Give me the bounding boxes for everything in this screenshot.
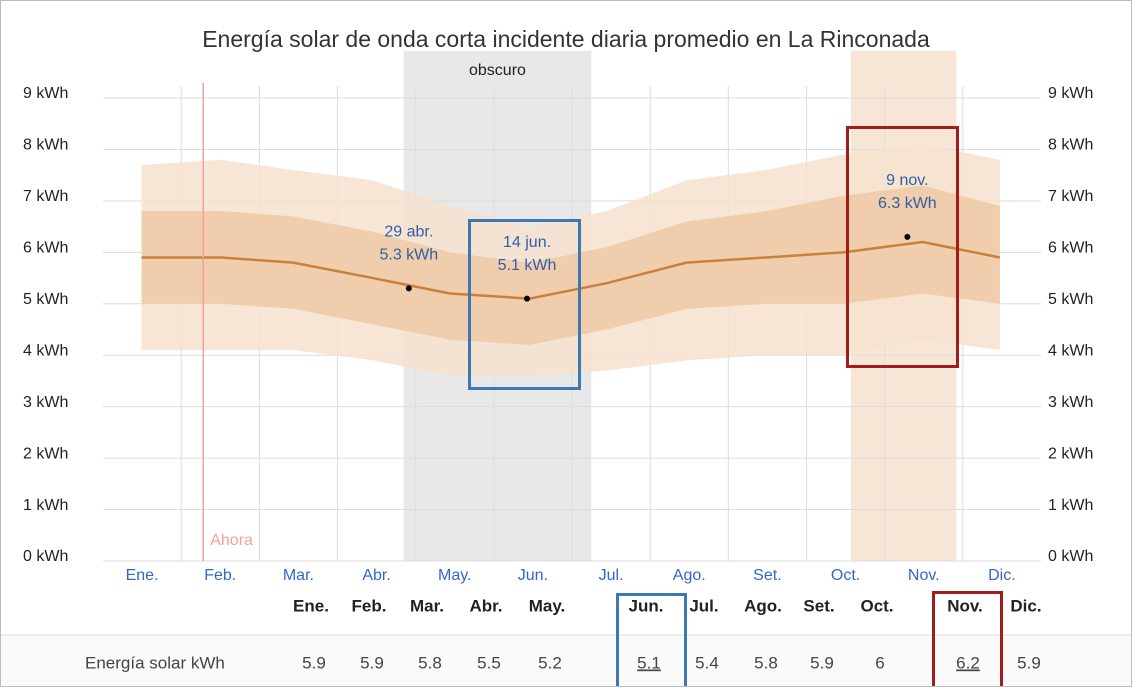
table-row-bg [1, 636, 1131, 686]
y-tick-label: 7 kWh [23, 188, 68, 205]
now-label: Ahora [210, 532, 253, 549]
table-header: May. [529, 596, 566, 615]
highlight-date: 29 abr. [384, 224, 433, 241]
highlight-box [468, 219, 581, 390]
x-tick-label: Ago. [673, 567, 706, 584]
highlight-value: 6.3 kWh [878, 195, 937, 212]
line [141, 240, 1001, 300]
y2-tick-label: 0 kWh [1048, 548, 1093, 565]
x-tick-label: Feb. [204, 567, 236, 584]
highlight-point [904, 233, 911, 240]
table-header: Mar. [410, 596, 444, 615]
table-value: 5.9 [360, 653, 384, 672]
table-header: Set. [803, 596, 834, 615]
table-value: 5.1 [637, 653, 661, 672]
table-header: Feb. [352, 596, 387, 615]
table-value: 6 [875, 653, 884, 672]
highlight-box [932, 591, 1003, 686]
y2-tick-label: 1 kWh [1048, 497, 1093, 514]
highlight-box [616, 593, 687, 686]
y2-tick-label: 8 kWh [1048, 137, 1093, 154]
y-tick-label: 9 kWh [23, 85, 68, 102]
x-tick-label: Oct. [831, 567, 860, 584]
x-tick-label: Nov. [908, 567, 940, 584]
y-tick-label: 3 kWh [23, 394, 68, 411]
chart-title: Energía solar de onda corta incidente di… [202, 26, 930, 52]
highlight-value: 5.3 kWh [379, 247, 438, 264]
table-value: 5.2 [538, 653, 562, 672]
y2-tick-label: 7 kWh [1048, 188, 1093, 205]
y2-tick-label: 3 kWh [1048, 394, 1093, 411]
highlight-date: 14 jun. [503, 234, 551, 251]
highlight-point [524, 295, 531, 302]
table-value: 5.8 [754, 653, 778, 672]
highlight-point [405, 285, 412, 292]
y2-tick-label: 5 kWh [1048, 291, 1093, 308]
y-tick-label: 6 kWh [23, 240, 68, 257]
table-value: 5.4 [695, 653, 719, 672]
x-tick-label: Abr. [362, 567, 390, 584]
table-value: 5.9 [302, 653, 326, 672]
x-tick-label: Mar. [283, 567, 314, 584]
y2-tick-label: 6 kWh [1048, 240, 1093, 257]
table-header: Abr. [469, 596, 502, 615]
band [141, 185, 1000, 345]
row-label: Energía solar kWh [85, 653, 225, 672]
x-tick-label: Ene. [126, 567, 159, 584]
y-tick-label: 5 kWh [23, 291, 68, 308]
y-tick-label: 0 kWh [23, 548, 68, 565]
table-header: Dic. [1010, 596, 1041, 615]
table-value: 5.9 [1017, 653, 1041, 672]
x-tick-label: Jul. [599, 567, 624, 584]
y2-tick-label: 2 kWh [1048, 445, 1093, 462]
highlight-box [846, 126, 959, 368]
table-value: 5.8 [418, 653, 442, 672]
table-header: Oct. [860, 596, 893, 615]
y-tick-label: 2 kWh [23, 445, 68, 462]
table-header: Jun. [629, 596, 664, 615]
y-tick-label: 4 kWh [23, 342, 68, 359]
y-tick-label: 1 kWh [23, 497, 68, 514]
highlight-date: 9 nov. [886, 172, 928, 189]
table-value: 5.5 [477, 653, 501, 672]
table-header: Jul. [689, 596, 718, 615]
table-value: 5.9 [810, 653, 834, 672]
y2-tick-label: 4 kWh [1048, 342, 1093, 359]
table-header: Ene. [293, 596, 329, 615]
x-tick-label: Set. [753, 567, 781, 584]
table-value: 6.2 [956, 653, 980, 672]
y-tick-label: 8 kWh [23, 137, 68, 154]
table-header: Ago. [744, 596, 782, 615]
y2-tick-label: 9 kWh [1048, 85, 1093, 102]
x-tick-label: Jun. [518, 567, 548, 584]
dark-period-label: obscuro [469, 62, 526, 79]
highlight-value: 5.1 kWh [498, 257, 557, 274]
x-tick-label: May. [438, 567, 471, 584]
table-header: Nov. [947, 596, 983, 615]
x-tick-label: Dic. [988, 567, 1016, 584]
